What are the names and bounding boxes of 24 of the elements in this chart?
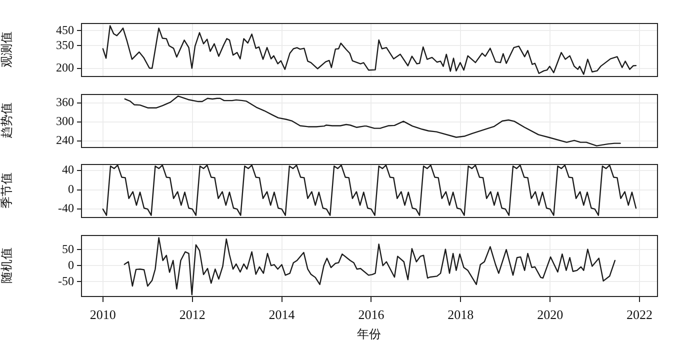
- x-tick-label: 2016: [358, 307, 385, 322]
- x-tick-label: 2012: [179, 307, 206, 322]
- y-tick-label: 300: [56, 114, 74, 128]
- y-axis-title: 季节值: [0, 172, 14, 208]
- y-tick-label: 0: [68, 182, 74, 196]
- y-axis-title: 趋势值: [0, 102, 14, 138]
- y-axis-title: 随机值: [0, 248, 14, 284]
- y-tick-label: -40: [58, 201, 74, 216]
- x-tick-label: 2022: [626, 307, 653, 322]
- y-tick-label: -50: [58, 274, 74, 288]
- y-tick-label: 40: [62, 162, 74, 177]
- x-tick-label: 2010: [90, 307, 116, 322]
- x-axis-title: 年份: [357, 326, 381, 341]
- x-tick-label: 2014: [268, 307, 296, 322]
- y-tick-label: 450: [56, 22, 74, 37]
- y-tick-label: 240: [56, 133, 74, 148]
- x-tick-label: 2020: [537, 307, 564, 322]
- y-tick-label: 200: [56, 60, 74, 74]
- y-tick-label: 360: [56, 94, 74, 109]
- y-tick-label: 350: [56, 38, 74, 52]
- y-tick-label: 50: [62, 242, 74, 256]
- y-tick-label: 0: [68, 258, 74, 272]
- y-axis-title: 观测值: [0, 32, 14, 68]
- x-tick-label: 2018: [448, 307, 474, 322]
